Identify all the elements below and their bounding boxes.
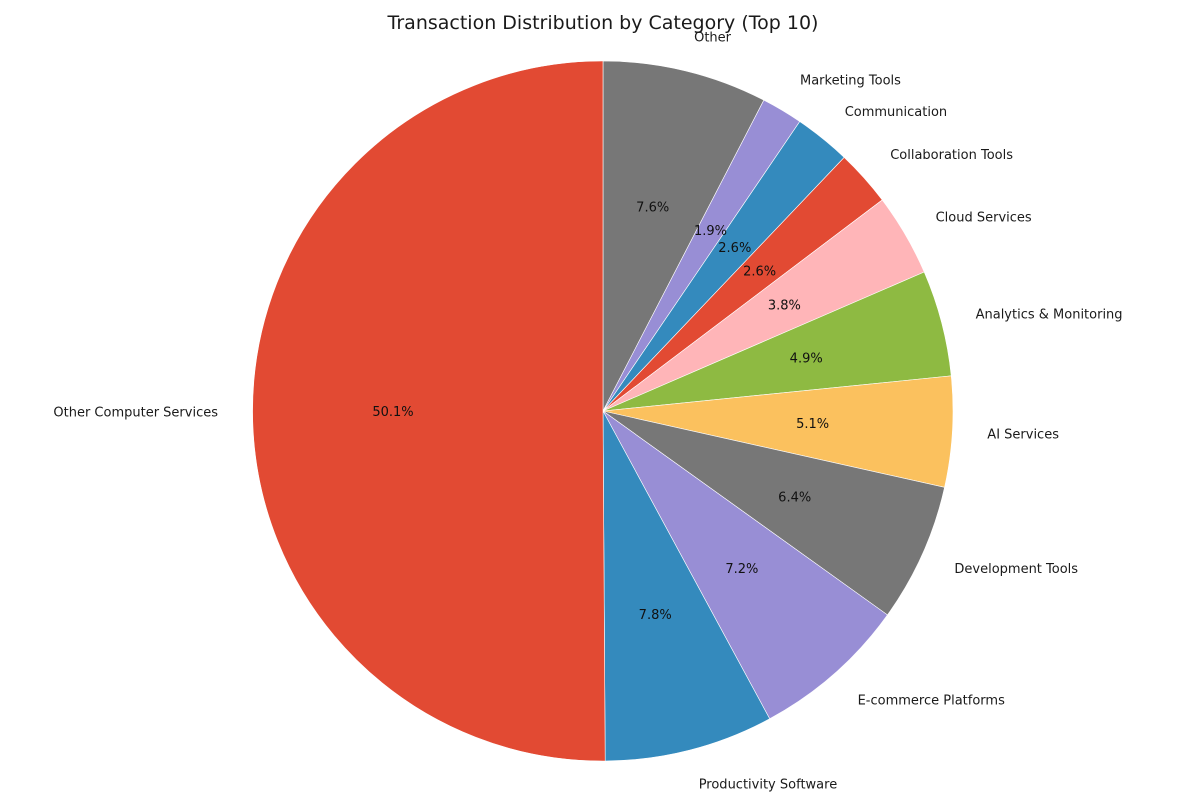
chart-title: Transaction Distribution by Category (To… [387, 12, 819, 34]
percent-label-analytics-and-monitoring: 4.9% [790, 352, 823, 367]
percent-label-other-computer-services: 50.1% [372, 405, 413, 420]
percent-label-ai-services: 5.1% [796, 417, 829, 432]
percent-label-development-tools: 6.4% [778, 490, 811, 505]
percent-label-collaboration-tools: 2.6% [743, 265, 776, 280]
percent-label-productivity-software: 7.8% [639, 608, 672, 623]
category-label-ai-services: AI Services [987, 428, 1059, 443]
percent-label-cloud-services: 3.8% [768, 299, 801, 314]
percent-label-e-commerce-platforms: 7.2% [725, 562, 758, 577]
category-label-communication: Communication [845, 105, 947, 120]
category-label-other-computer-services: Other Computer Services [53, 406, 218, 421]
category-label-e-commerce-platforms: E-commerce Platforms [858, 693, 1005, 708]
category-label-analytics-and-monitoring: Analytics & Monitoring [976, 308, 1123, 323]
category-label-collaboration-tools: Collaboration Tools [890, 148, 1013, 163]
percent-label-other: 7.6% [636, 201, 669, 216]
slices-layer [252, 60, 954, 762]
pie-slice-e-commerce-platforms [602, 410, 888, 720]
category-label-development-tools: Development Tools [954, 562, 1078, 577]
category-label-cloud-services: Cloud Services [936, 211, 1032, 226]
percent-label-communication: 2.6% [718, 241, 751, 256]
percent-label-marketing-tools: 1.9% [694, 224, 727, 239]
percent-labels-layer: 7.6% 1.9% 2.6% 2.6% 3.8% 4.9% 5.1% 6.4% 7.2% 7.8%… [372, 201, 829, 623]
category-label-productivity-software: Productivity Software [699, 777, 838, 792]
pie-slice-development-tools [602, 410, 945, 616]
pie-slice-productivity-software [602, 410, 771, 762]
category-label-other: Other [694, 30, 732, 45]
category-label-marketing-tools: Marketing Tools [800, 74, 901, 89]
category-labels-layer: Other Marketing Tools Communication Collabo… [53, 30, 1122, 792]
pie-slice-other [602, 60, 765, 412]
pie-slice-other-computer-services [252, 60, 606, 762]
